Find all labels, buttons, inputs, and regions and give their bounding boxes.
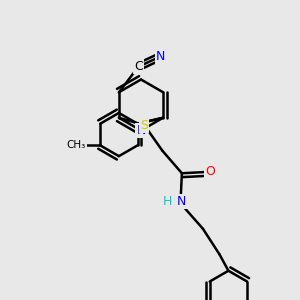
Text: N: N	[136, 124, 146, 137]
Text: S: S	[140, 119, 148, 132]
Text: C: C	[134, 60, 143, 73]
Text: CH₃: CH₃	[67, 140, 86, 150]
Text: N: N	[177, 195, 187, 208]
Text: H: H	[163, 195, 172, 208]
Text: O: O	[206, 165, 215, 178]
Text: N: N	[156, 50, 166, 63]
